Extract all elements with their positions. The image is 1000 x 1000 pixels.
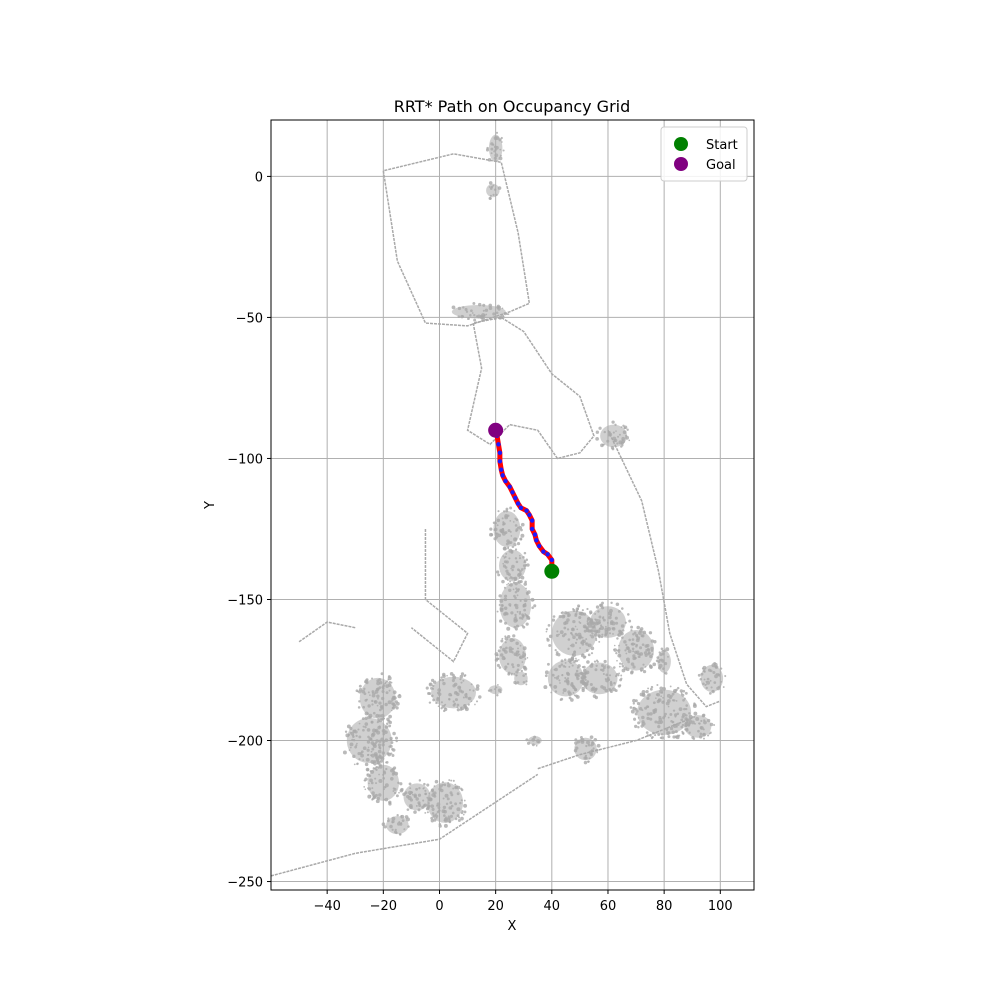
obstacle-cluster [489,506,525,551]
obstacle-wall [466,316,595,460]
obstacle-cluster [697,661,727,695]
x-tick-label: −20 [370,899,397,914]
plot-frame [270,119,755,891]
legend-label: Goal [706,158,736,173]
path-node [500,473,505,478]
x-tick-label: 100 [708,899,733,914]
obstacle-cluster [680,713,716,740]
obstacle-cluster [613,625,657,675]
x-tick-label: 60 [600,899,617,914]
obstacle-cluster [494,634,529,676]
y-tick-label: −100 [227,452,263,467]
obstacle-cluster [399,779,434,814]
x-tick-label: 20 [487,899,504,914]
y-tick-label: −150 [227,593,263,608]
path-node [510,490,515,495]
y-tick-label: −200 [227,735,263,750]
obstacle-cluster [487,683,503,697]
obstacle-cluster [451,302,510,322]
start-goal-markers [488,422,560,579]
obstacle-cluster [355,672,402,724]
x-tick-label: 0 [435,899,443,914]
path-node [497,450,503,456]
obstacle-cluster [513,670,528,686]
grid-lines [271,120,754,890]
obstacle-cluster [422,779,468,828]
obstacle-cluster [486,181,502,200]
obstacle-wall [607,429,721,708]
obstacle-cluster [495,545,530,584]
path-node [529,526,535,532]
y-tick-label: −250 [227,876,263,891]
path-node [549,557,555,563]
obstacle-cluster [655,647,671,675]
legend-marker [674,137,688,151]
legend-label: Start [706,138,738,153]
path-node [499,467,504,472]
occupancy-obstacles [271,131,727,877]
x-axis-label: X [508,919,517,934]
path-node [527,512,532,518]
path-node [496,442,501,447]
obstacle-cluster [525,735,542,747]
obstacle-cluster [629,683,698,740]
x-tick-label: 40 [544,899,561,914]
legend: Start Goal [660,126,748,182]
path-node [524,508,529,513]
rrt-path [493,427,555,574]
x-tick-label: −40 [313,899,340,914]
obstacle-cluster [496,576,537,631]
obstacle-wall [382,153,531,327]
obstacle-cluster [545,604,604,663]
obstacle-cluster [485,131,505,162]
path-node [518,505,524,511]
obstacle-cluster [381,814,410,836]
obstacle-wall [298,621,356,643]
obstacle-cluster [595,420,631,451]
obstacle-cluster [425,672,482,713]
path-node [507,484,512,489]
legend-marker [674,157,688,171]
path-node [545,552,550,557]
obstacle-cluster [342,711,399,770]
path-node [536,543,542,549]
obstacle-wall [271,773,539,877]
path-node [497,459,503,464]
x-tick-label: 80 [656,899,673,914]
y-tick-label: 0 [255,170,263,185]
obstacle-cluster [363,759,403,806]
goal-marker [488,422,504,438]
path-node [503,478,508,484]
path-node [534,538,539,543]
y-tick-label: −50 [236,311,263,326]
obstacle-wall [410,528,469,663]
path-node [513,495,518,501]
y-axis-label: Y [203,501,218,510]
path-node [515,501,521,506]
obstacle-cluster [575,659,623,700]
chart-title: RRT* Path on Occupancy Grid [394,97,631,116]
path-node [541,549,546,554]
path-node [529,518,535,523]
obstacle-cluster [573,735,601,765]
path-node [532,532,538,537]
start-marker [544,563,560,579]
obstacle-cluster [585,601,632,640]
